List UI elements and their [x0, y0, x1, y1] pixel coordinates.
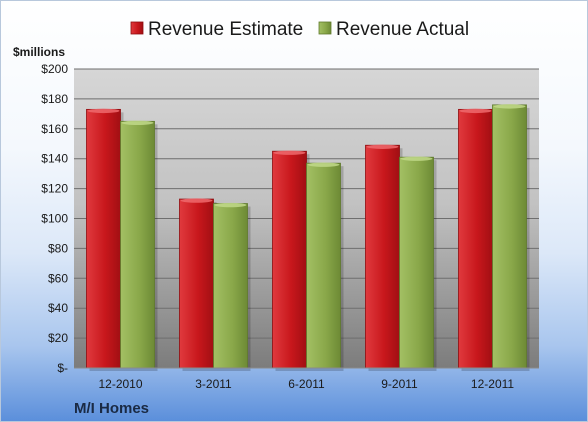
bar-revenue-estimate	[272, 150, 307, 369]
bar-revenue-actual	[492, 104, 527, 369]
bar-top-highlight	[214, 202, 247, 208]
bar-revenue-estimate	[365, 144, 400, 369]
bar-marks	[86, 104, 530, 372]
y-tick-label: $140	[41, 152, 68, 166]
x-tick-label: 3-2011	[195, 377, 232, 391]
y-tick-label: $200	[41, 62, 68, 76]
x-tick-label: 9-2011	[381, 377, 418, 391]
bar-revenue-estimate	[458, 108, 493, 369]
y-tick-label: $180	[41, 92, 68, 106]
x-axis-ticks: 12-2010 3-2011 6-2011 9-2011 12-2011	[98, 377, 514, 391]
y-tick-label: $80	[48, 241, 68, 255]
bar-top-highlight	[180, 198, 213, 203]
company-name-label: M/I Homes	[74, 400, 149, 417]
bar-revenue-estimate	[86, 108, 121, 369]
y-tick-label: $20	[48, 331, 68, 345]
bar-revenue-actual	[120, 120, 155, 369]
legend-label-actual: Revenue Actual	[336, 19, 469, 40]
y-tick-label: $160	[41, 122, 68, 136]
x-tick-label: 12-2010	[98, 377, 142, 391]
bar-top-highlight	[400, 156, 433, 161]
y-tick-label: $100	[41, 212, 68, 226]
bar-top-highlight	[121, 120, 154, 126]
bar-top-highlight	[366, 144, 399, 149]
bar-top-highlight	[273, 150, 306, 155]
y-axis-ticks: $- $20 $40 $60 $80 $100 $120 $140 $160 $180 $200	[41, 62, 68, 375]
y-tick-label: $60	[48, 271, 68, 285]
x-tick-label: 12-2011	[471, 377, 514, 391]
y-tick-label: $120	[41, 182, 68, 196]
bar-revenue-actual	[213, 203, 248, 369]
chart-legend: Revenue Estimate Revenue Actual	[130, 19, 469, 40]
bar-top-highlight	[493, 104, 526, 109]
bar-top-highlight	[459, 108, 492, 114]
bar-revenue-actual	[306, 162, 341, 369]
bar-top-highlight	[87, 108, 120, 114]
y-tick-label: $-	[57, 361, 68, 375]
bar-top-highlight	[307, 162, 340, 167]
y-axis-unit-label: $millions	[13, 45, 65, 59]
legend-swatch-estimate	[130, 21, 144, 35]
y-tick-label: $40	[48, 301, 68, 315]
x-tick-label: 6-2011	[288, 377, 325, 391]
legend-label-estimate: Revenue Estimate	[148, 19, 303, 40]
legend-swatch-actual	[318, 21, 332, 35]
bar-revenue-actual	[399, 156, 434, 369]
bar-revenue-estimate	[179, 198, 214, 369]
